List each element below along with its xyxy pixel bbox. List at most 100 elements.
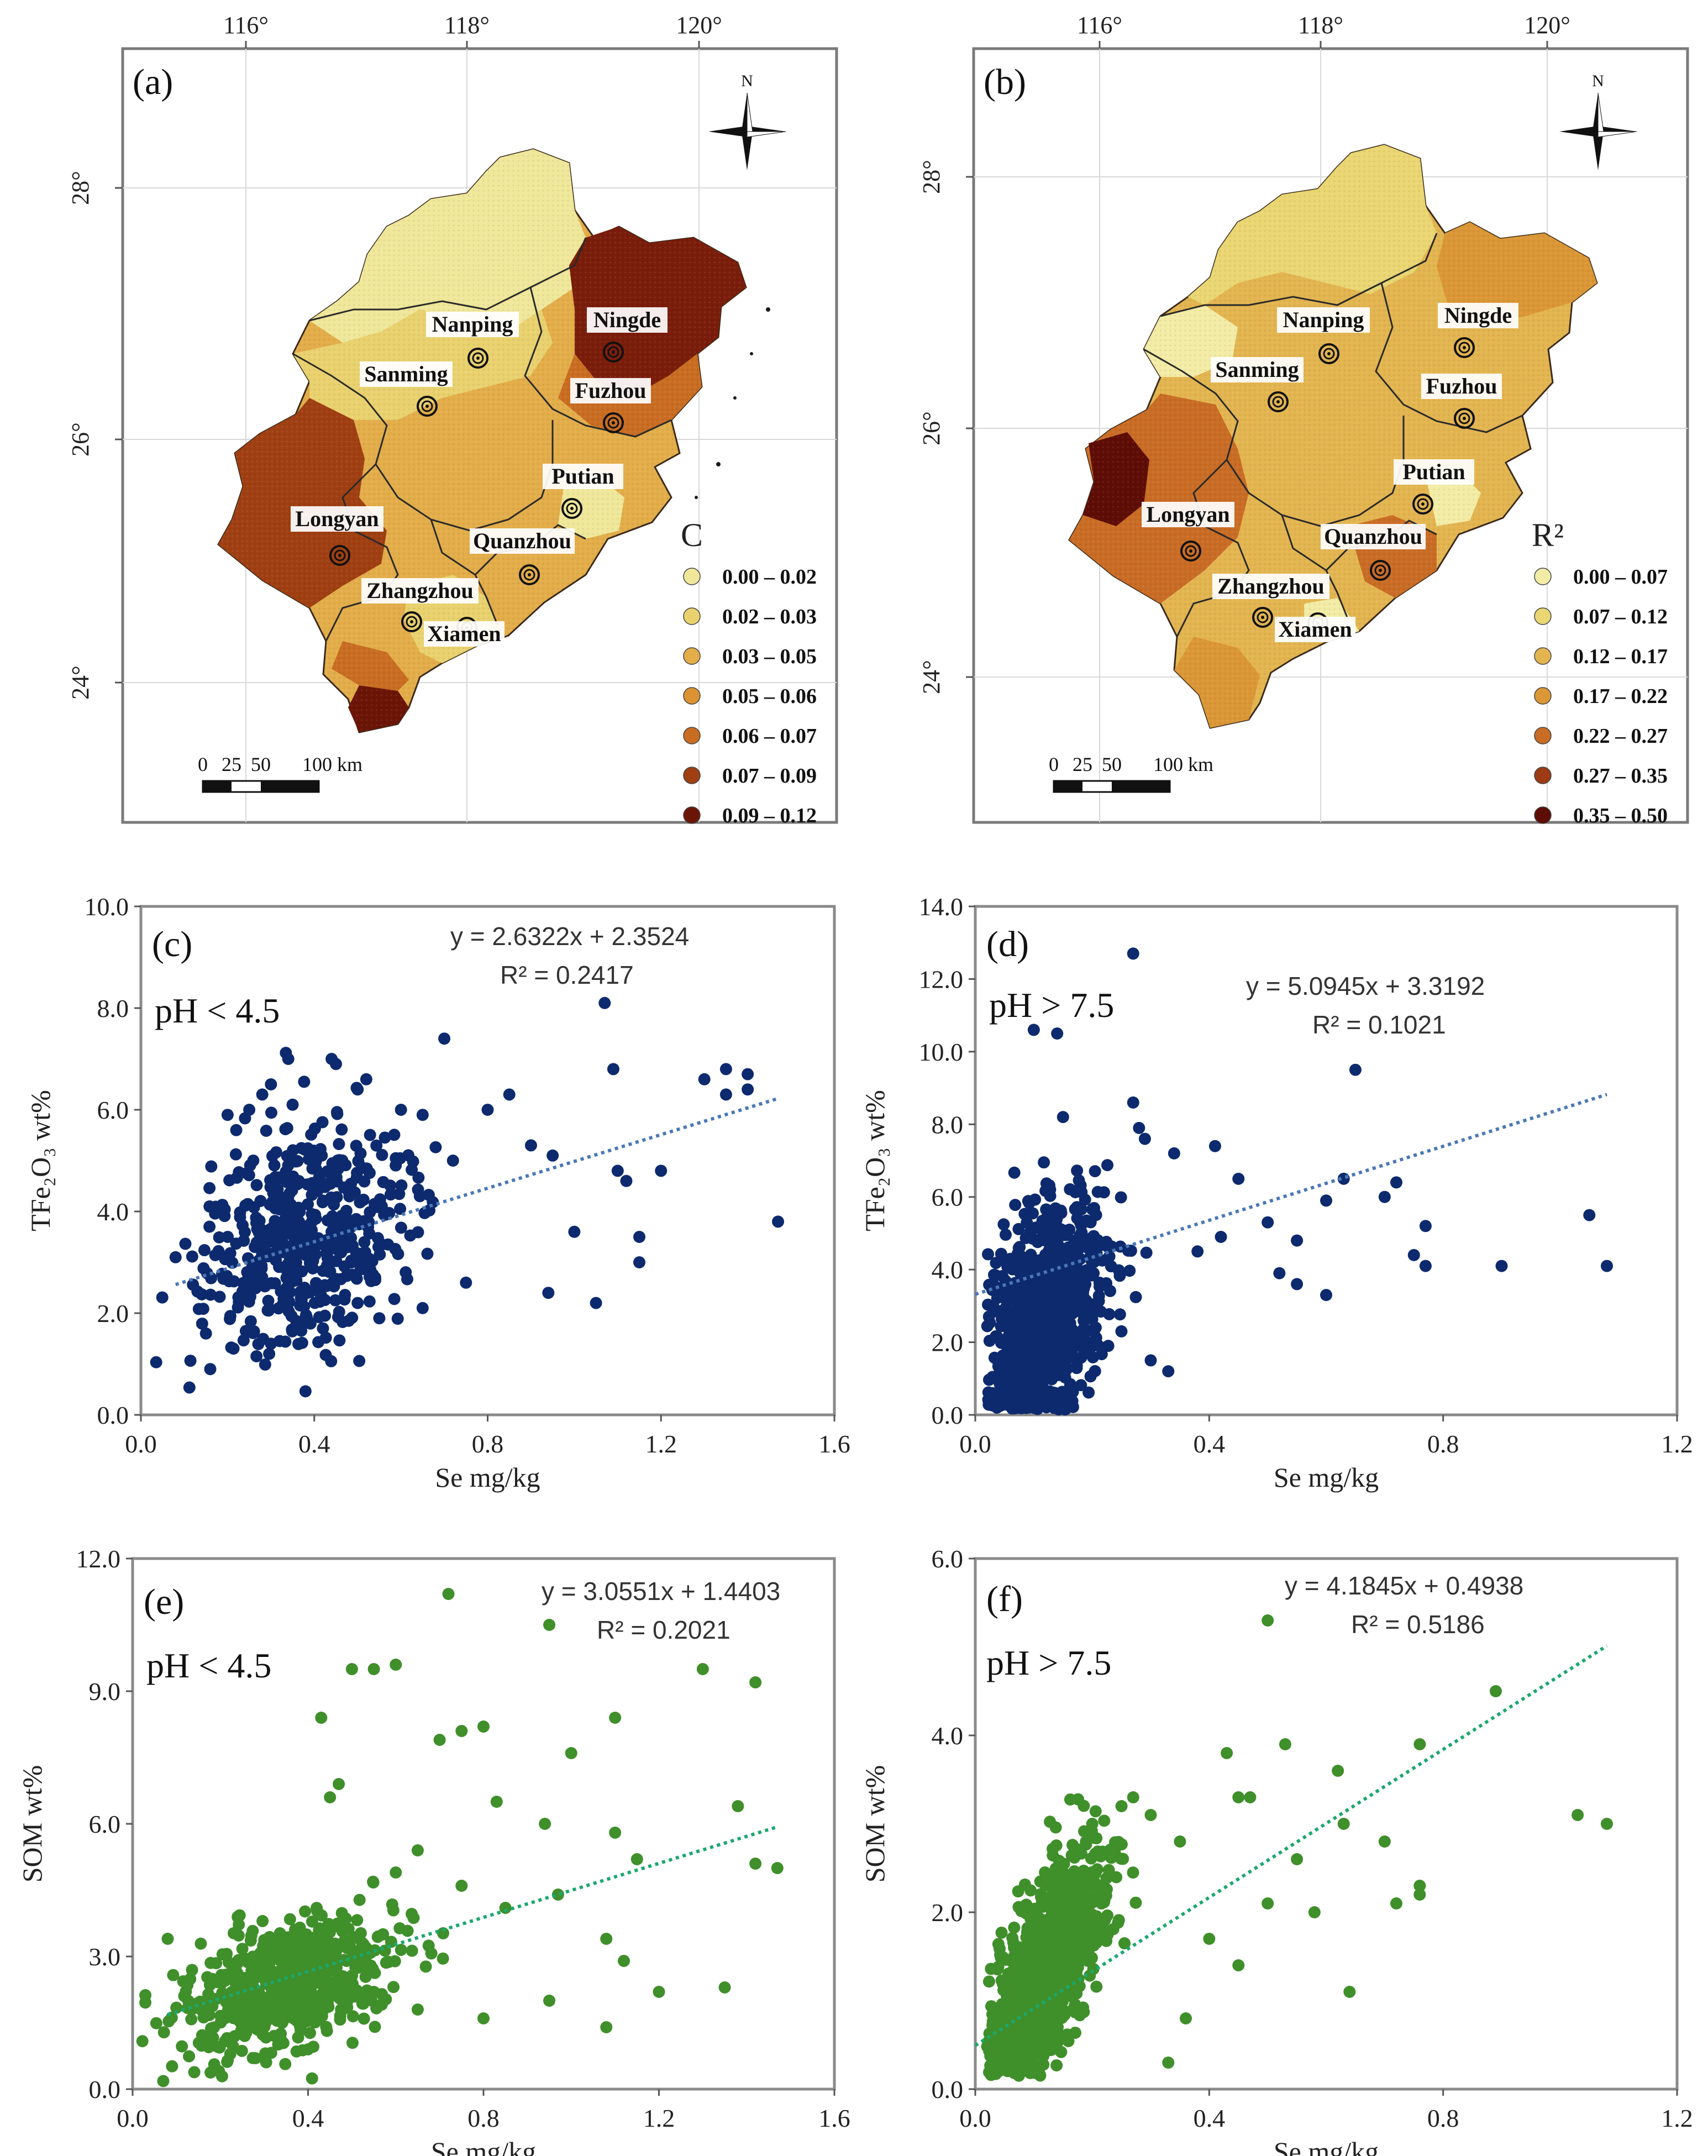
point-cloud xyxy=(981,1614,1613,2082)
data-point xyxy=(195,1937,207,1950)
data-point xyxy=(1055,2045,1068,2058)
data-point xyxy=(367,1876,380,1889)
data-point xyxy=(1337,1818,1350,1830)
data-point xyxy=(391,1313,404,1325)
data-point xyxy=(229,1148,242,1161)
data-point xyxy=(1069,2026,1081,2039)
data-point xyxy=(1055,1953,1068,1966)
data-point xyxy=(1203,1933,1216,1945)
legend-label: 0.00 – 0.07 xyxy=(1573,565,1668,589)
data-point xyxy=(1005,1969,1017,1981)
data-point xyxy=(219,1969,232,1981)
data-point xyxy=(387,1981,400,1994)
y-tick-label: 6.0 xyxy=(89,1810,121,1838)
data-point xyxy=(412,1171,425,1184)
data-point xyxy=(292,1940,304,1953)
city-marker-icon xyxy=(1454,337,1475,358)
data-point xyxy=(1080,1835,1092,1848)
city-label-nanping: Nanping xyxy=(1283,307,1364,332)
data-point xyxy=(375,1998,388,2011)
data-point xyxy=(996,1270,1009,1282)
data-point xyxy=(371,1232,384,1245)
data-point xyxy=(985,2000,997,2013)
data-point xyxy=(1036,1286,1049,1298)
x-tick-label: 0.4 xyxy=(292,2104,324,2132)
data-point xyxy=(1048,1288,1060,1301)
data-point xyxy=(255,1262,268,1274)
legend-label: 0.00 – 0.02 xyxy=(722,565,817,589)
data-point xyxy=(982,1248,995,1261)
data-point xyxy=(1008,1921,1021,1934)
data-point xyxy=(742,1083,754,1096)
data-point xyxy=(265,1078,277,1090)
y-tick-label: 12.0 xyxy=(76,1545,121,1573)
y-tick-label: 0.0 xyxy=(89,2075,121,2103)
lon-tick-label: 120° xyxy=(1524,12,1570,39)
regression-equation: y = 4.1845x + 0.4938 xyxy=(1285,1571,1523,1600)
y-tick-label: 9.0 xyxy=(89,1677,121,1706)
scale-label: 100 km xyxy=(302,753,362,775)
data-point xyxy=(236,1943,249,1955)
y-tick-label: 0.0 xyxy=(97,1401,129,1429)
data-point xyxy=(590,1297,602,1309)
data-point xyxy=(1101,1159,1114,1172)
data-point xyxy=(316,1929,328,1942)
data-point xyxy=(1129,1291,1142,1303)
data-point xyxy=(422,1939,435,1952)
data-point xyxy=(156,1291,169,1304)
data-point xyxy=(1060,1229,1073,1241)
data-point xyxy=(314,1966,327,1979)
city-label-box xyxy=(1321,524,1426,549)
city-marker-icon xyxy=(1458,412,1470,424)
data-point xyxy=(213,1291,226,1303)
city-marker-icon xyxy=(612,421,615,424)
data-point xyxy=(1144,1809,1157,1821)
data-point xyxy=(204,1363,217,1376)
condition-label: pH < 4.5 xyxy=(155,991,280,1030)
city-label-putian: Putian xyxy=(551,464,614,489)
scale-bar-segment xyxy=(1054,781,1082,792)
data-point xyxy=(258,1241,271,1254)
data-point xyxy=(1232,1959,1245,1971)
data-point xyxy=(1034,2060,1047,2073)
y-tick-label: 0.0 xyxy=(932,1401,964,1429)
data-point xyxy=(265,2012,278,2024)
data-point xyxy=(253,1226,265,1239)
data-point xyxy=(1082,1882,1095,1895)
data-point xyxy=(395,1179,408,1192)
x-tick-label: 1.2 xyxy=(643,2104,675,2132)
city-label-box xyxy=(1277,307,1370,333)
north-arrow-icon xyxy=(708,92,786,170)
data-point xyxy=(312,1336,325,1349)
data-point xyxy=(363,1167,376,1179)
data-point xyxy=(369,2021,381,2033)
data-point xyxy=(235,2044,248,2057)
data-point xyxy=(1407,1249,1420,1261)
data-point xyxy=(329,1294,341,1307)
data-point xyxy=(1066,1907,1079,1920)
city-label-ningde: Ningde xyxy=(1444,303,1512,328)
data-point xyxy=(1012,2051,1025,2064)
scatter-panel-e: 0.0 0.4 0.8 1.2 1.6 0.0 3.0 6.0 9.0 12.0 Se mg/kg S… xyxy=(17,1545,850,2156)
data-point xyxy=(771,1862,784,1874)
data-point xyxy=(390,1152,402,1164)
scale-bar-segment xyxy=(203,781,232,792)
data-point xyxy=(1001,1261,1014,1273)
data-point xyxy=(433,1734,446,1746)
data-point xyxy=(393,1922,406,1934)
data-point xyxy=(233,1918,245,1931)
y-tick-label: 10.0 xyxy=(85,893,129,921)
data-point xyxy=(1040,2036,1053,2049)
y-tick-label: 10.0 xyxy=(919,1038,964,1066)
data-point xyxy=(1051,2021,1064,2034)
lat-tick-label: 28° xyxy=(918,160,945,194)
data-point xyxy=(1096,1845,1109,1858)
city-label-box xyxy=(1421,374,1502,399)
data-point xyxy=(633,1256,646,1268)
data-point xyxy=(1115,1325,1128,1337)
data-point xyxy=(1058,1884,1071,1897)
city-marker-icon xyxy=(1379,569,1382,572)
data-point xyxy=(139,1989,152,2001)
scale-label: 25 xyxy=(1073,753,1092,775)
data-point xyxy=(1091,1185,1104,1198)
